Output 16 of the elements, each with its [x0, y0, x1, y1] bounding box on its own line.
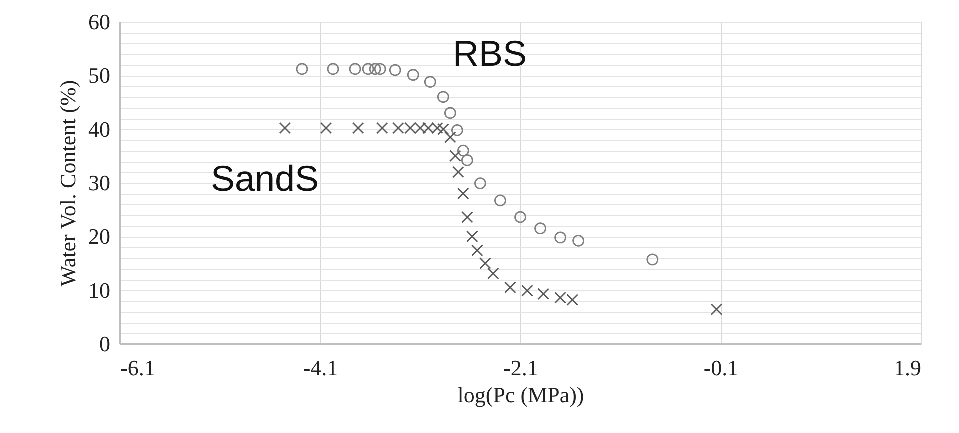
x-tick-label: -4.1	[303, 356, 338, 380]
x-tick-label: -6.1	[120, 356, 156, 380]
y-tick-label: 50	[88, 63, 110, 88]
y-tick-label: 10	[88, 278, 110, 303]
series-label: SandS	[210, 158, 320, 199]
series-label: RBS	[452, 33, 528, 74]
y-tick-label: 30	[88, 170, 110, 196]
y-tick-label: 40	[88, 116, 110, 142]
x-tick-label: -2.1	[504, 356, 538, 380]
x-tick-label: -0.1	[704, 356, 739, 380]
y-axis-title: Water Vol. Content (%)	[56, 80, 80, 287]
y-tick-label: 20	[88, 224, 110, 250]
x-tick-label: 1.9	[894, 356, 922, 380]
y-tick-label: 60	[88, 10, 110, 34]
x-axis-title: log(Pc (MPa))	[458, 382, 584, 408]
y-tick-label: 0	[100, 332, 110, 356]
